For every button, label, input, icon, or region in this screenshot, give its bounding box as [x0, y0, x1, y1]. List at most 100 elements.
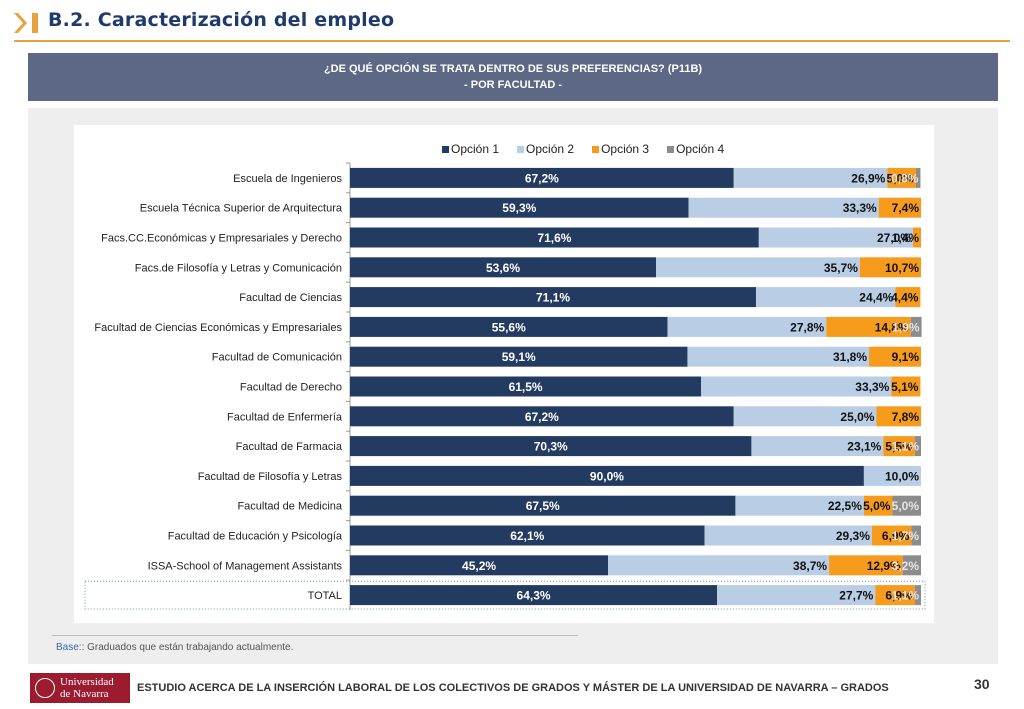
chart-legend: Opción 1 Opción 2 Opción 3 Opción 4 — [442, 142, 724, 156]
bar-segment — [350, 555, 609, 576]
data-label: 38,7% — [793, 559, 827, 573]
bar-segment — [875, 585, 915, 606]
bar-segment — [883, 436, 915, 457]
data-label: 67,2% — [525, 171, 559, 185]
bar-segment — [608, 555, 830, 576]
bar-segment — [656, 257, 860, 278]
page-number: 30 — [974, 676, 990, 692]
data-label: 9,1% — [892, 350, 920, 364]
data-label: 53,6% — [486, 261, 520, 275]
category-label: Facultad de Derecho — [240, 382, 342, 394]
data-label: 5,0% — [892, 499, 920, 513]
bar-segment — [350, 585, 718, 606]
bar-segment — [863, 495, 893, 516]
bar-segment — [913, 227, 921, 248]
logo-line-1: Universidad — [60, 676, 114, 688]
base-label: Base: — [56, 642, 82, 653]
bar-segment — [350, 346, 688, 367]
seal-icon — [35, 678, 55, 698]
bar-segment — [350, 436, 752, 457]
title-chevron-icon — [14, 13, 38, 33]
bar-segment — [915, 167, 921, 188]
bar-segment — [895, 287, 921, 308]
data-label: 7,4% — [892, 201, 920, 215]
data-label: 4,4% — [891, 291, 919, 305]
legend-swatch — [517, 145, 525, 153]
bar-segment — [350, 495, 736, 516]
legend-item-opcion-3: Opción 3 — [592, 142, 649, 156]
data-label: 10,0% — [885, 469, 919, 483]
bar-segment — [910, 316, 922, 337]
data-label: 22,5% — [828, 499, 862, 513]
base-note: Base:: Graduados que están trabajando ac… — [56, 642, 293, 653]
logo-line-2: de Navarra — [60, 688, 109, 700]
bar-segment — [859, 257, 921, 278]
legend-label: Opción 3 — [601, 142, 650, 156]
legend-swatch — [442, 145, 449, 153]
data-label: 0,8% — [891, 171, 919, 185]
base-text: : Graduados que están trabajando actualm… — [81, 642, 294, 653]
bar-segment — [911, 525, 921, 546]
bar-segment — [902, 555, 921, 576]
bar-segment — [350, 525, 705, 546]
category-label: Facultad de Farmacia — [236, 441, 343, 453]
data-label: 24,4% — [859, 291, 893, 305]
bar-segment — [735, 495, 864, 516]
bar-segment — [350, 197, 689, 218]
title-divider — [14, 40, 1010, 42]
bar-segment — [733, 406, 877, 427]
category-label: Facultad de Enfermería — [227, 411, 343, 423]
data-label: 1,9% — [892, 320, 920, 334]
data-label: 1,1% — [892, 440, 920, 454]
data-label: 27,0% — [877, 231, 911, 245]
bar-segment — [892, 495, 921, 516]
footnote-divider — [52, 635, 578, 636]
data-label: 27,7% — [839, 589, 873, 603]
data-label: 64,3% — [517, 589, 551, 603]
bar-segment — [887, 167, 916, 188]
bar-segment — [350, 376, 702, 397]
data-label: 31,8% — [833, 350, 867, 364]
data-label: 6,9% — [882, 529, 910, 543]
bar-segment — [350, 227, 759, 248]
data-label: 5,5% — [885, 440, 913, 454]
bar-segment — [350, 406, 734, 427]
category-label: TOTAL — [308, 590, 342, 602]
bar-segment — [869, 346, 921, 367]
bar-segment — [871, 525, 912, 546]
bar-segment — [758, 227, 914, 248]
data-label: 61,5% — [509, 380, 543, 394]
bar-segment — [667, 316, 827, 337]
data-label: 14,8% — [875, 320, 909, 334]
legend-label: Opción 1 — [451, 142, 500, 156]
bar-segment — [350, 167, 734, 188]
bar-segment — [863, 465, 921, 486]
bar-segment — [701, 376, 892, 397]
category-label: Escuela Técnica Superior de Arquitectura — [140, 203, 343, 215]
data-label: 71,6% — [537, 231, 571, 245]
data-label: 10,7% — [885, 261, 919, 275]
bar-segment — [878, 197, 921, 218]
data-label: 62,1% — [510, 529, 544, 543]
data-label: 45,2% — [462, 559, 496, 573]
page-title: B.2. Caracterización del empleo — [48, 9, 395, 31]
legend-swatch — [667, 145, 675, 153]
data-label: 33,3% — [855, 380, 889, 394]
data-label: 59,3% — [502, 201, 536, 215]
study-title: ESTUDIO ACERCA DE LA INSERCIÓN LABORAL D… — [137, 682, 889, 694]
category-label: Escuela de Ingenieros — [233, 173, 342, 185]
bar-segment — [891, 376, 921, 397]
category-label: ISSA-School of Management Assistants — [148, 560, 343, 572]
question-banner: ¿DE QUÉ OPCIÓN SE TRATA DENTRO DE SUS PR… — [28, 53, 998, 101]
data-label: 1,1% — [892, 589, 920, 603]
data-label: 27,8% — [790, 320, 824, 334]
legend-label: Opción 4 — [676, 142, 725, 156]
bar-segment — [350, 316, 668, 337]
data-label: 29,3% — [836, 529, 870, 543]
legend-label: Opción 2 — [526, 142, 575, 156]
legend-swatch — [592, 145, 600, 153]
bar-segment — [914, 436, 921, 457]
legend-item-opcion-2: Opción 2 — [517, 142, 574, 156]
legend-item-opcion-4: Opción 4 — [667, 142, 724, 156]
data-label: 1,7% — [892, 529, 920, 543]
